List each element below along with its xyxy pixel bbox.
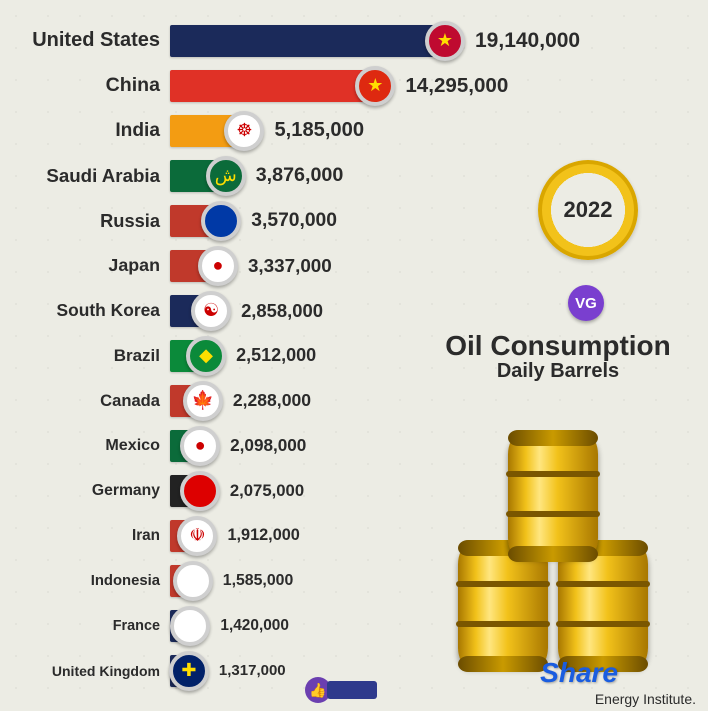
chart-row: India☸5,185,000 [0, 108, 708, 153]
bar-wrap: ★ [170, 70, 375, 102]
year-ring: 2022 [538, 160, 638, 260]
bar-wrap: ● [170, 430, 200, 462]
flag-icon: ● [198, 246, 238, 286]
value-label: 1,420,000 [220, 617, 289, 635]
value-label: 3,337,000 [248, 255, 332, 277]
country-label: Brazil [0, 346, 170, 366]
oil-barrels-illustration [448, 446, 678, 666]
vg-badge: VG [568, 285, 604, 321]
country-label: India [0, 120, 170, 142]
flag-icon [201, 201, 241, 241]
value-label: 3,876,000 [256, 164, 344, 187]
flag-icon: ● [180, 426, 220, 466]
share-label: Share [540, 657, 618, 688]
country-label: United States [0, 29, 170, 52]
bar [170, 70, 375, 102]
vg-label: VG [575, 295, 597, 312]
bar-wrap [170, 205, 221, 237]
share-button[interactable]: Share [540, 657, 618, 689]
flag-icon: ★ [425, 21, 465, 61]
value-label: 1,912,000 [227, 526, 299, 545]
chart-row: Canada🍁2,288,000 [0, 378, 708, 423]
bar-wrap: ● [170, 250, 218, 282]
chart-row: United States★19,140,000 [0, 18, 708, 63]
flag-icon: 🍁 [183, 381, 223, 421]
bar-wrap: ★ [170, 25, 445, 57]
country-label: South Korea [0, 300, 170, 321]
value-label: 5,185,000 [274, 119, 364, 142]
value-label: 2,858,000 [241, 300, 323, 322]
like-icon[interactable]: 👍 [305, 677, 377, 703]
chart-row: China★14,295,000 [0, 63, 708, 108]
flag-icon: ☸ [224, 111, 264, 151]
bar-wrap [170, 475, 200, 507]
value-label: 14,295,000 [405, 74, 508, 98]
bar-wrap: ☯ [170, 295, 211, 327]
year-label: 2022 [564, 197, 613, 223]
value-label: 1,585,000 [223, 572, 294, 590]
value-label: 3,570,000 [251, 210, 337, 232]
country-label: Iran [0, 527, 170, 544]
title-main: Oil Consumption [428, 330, 688, 362]
country-label: France [0, 618, 170, 634]
country-label: Germany [0, 482, 170, 500]
country-label: United Kingdom [0, 663, 170, 679]
value-label: 2,075,000 [230, 481, 304, 501]
bar-wrap: ☫ [170, 520, 197, 552]
bar-wrap: ش [170, 160, 226, 192]
flag-icon: ش [206, 156, 246, 196]
country-label: Indonesia [0, 573, 170, 589]
value-label: 2,512,000 [236, 345, 316, 366]
country-label: China [0, 74, 170, 97]
flag-icon: ★ [355, 66, 395, 106]
country-label: Russia [0, 210, 170, 232]
bar-wrap: ✚ [170, 655, 189, 687]
bar [170, 25, 445, 57]
country-label: Canada [0, 391, 170, 411]
value-label: 2,288,000 [233, 390, 311, 411]
bar-wrap [170, 610, 190, 642]
value-label: 19,140,000 [475, 29, 580, 53]
bar-wrap: 🍁 [170, 385, 203, 417]
title-block: Oil Consumption Daily Barrels [428, 330, 688, 383]
flag-icon [170, 606, 210, 646]
country-label: Japan [0, 255, 170, 276]
flag-icon [180, 471, 220, 511]
bar-wrap [170, 565, 193, 597]
bar-wrap: ◆ [170, 340, 206, 372]
value-label: 2,098,000 [230, 435, 306, 456]
country-label: Saudi Arabia [0, 165, 170, 187]
bar-wrap: ☸ [170, 115, 244, 147]
flag-icon: ☯ [191, 291, 231, 331]
flag-icon: ☫ [177, 516, 217, 556]
flag-icon: ✚ [169, 651, 209, 691]
country-label: Mexico [0, 436, 170, 455]
source-label: Energy Institute. [595, 691, 696, 707]
title-sub: Daily Barrels [428, 360, 688, 383]
value-label: 1,317,000 [219, 662, 286, 679]
flag-icon [173, 561, 213, 601]
flag-icon: ◆ [186, 336, 226, 376]
